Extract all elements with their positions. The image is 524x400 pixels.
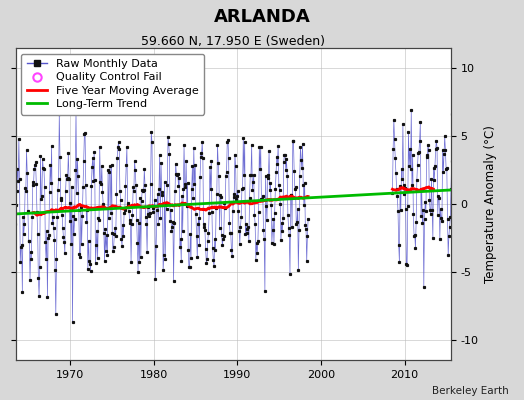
Text: ARLANDA: ARLANDA [214,8,310,26]
Legend: Raw Monthly Data, Quality Control Fail, Five Year Moving Average, Long-Term Tren: Raw Monthly Data, Quality Control Fail, … [21,54,204,115]
Text: Berkeley Earth: Berkeley Earth [432,386,508,396]
Y-axis label: Temperature Anomaly (°C): Temperature Anomaly (°C) [484,125,497,283]
Title: 59.660 N, 17.950 E (Sweden): 59.660 N, 17.950 E (Sweden) [141,35,325,48]
